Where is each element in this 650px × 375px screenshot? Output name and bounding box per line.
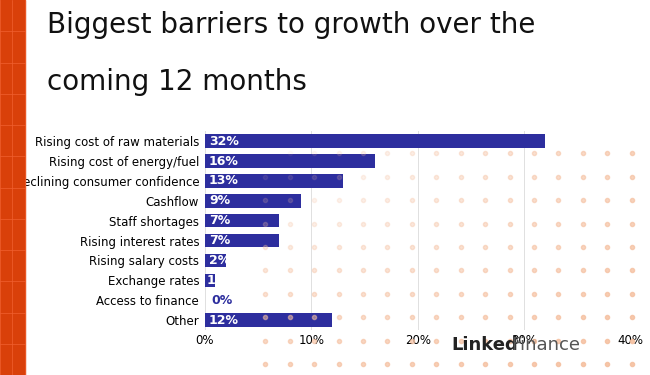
Bar (205, 313, 333, 327)
Text: 7%: 7% (209, 234, 230, 247)
Text: 16%: 16% (209, 154, 239, 168)
Bar (205, 174, 343, 188)
Text: 32%: 32% (209, 135, 239, 148)
Bar (205, 154, 375, 168)
Text: 9%: 9% (209, 194, 230, 207)
Bar (205, 194, 300, 208)
Text: 7%: 7% (209, 214, 230, 227)
Text: coming 12 months: coming 12 months (47, 68, 307, 96)
Bar (205, 214, 280, 228)
Text: 13%: 13% (209, 174, 239, 188)
Bar (205, 273, 215, 287)
Bar (205, 254, 226, 267)
Text: Biggest barriers to growth over the: Biggest barriers to growth over the (47, 11, 535, 39)
Bar (205, 234, 280, 248)
Text: 12%: 12% (209, 314, 239, 327)
Text: Linked: Linked (452, 336, 519, 354)
Text: 1%: 1% (206, 274, 228, 287)
Text: 2%: 2% (209, 254, 230, 267)
Text: 0%: 0% (211, 294, 233, 307)
Text: Finance: Finance (511, 336, 580, 354)
Bar (205, 134, 545, 148)
